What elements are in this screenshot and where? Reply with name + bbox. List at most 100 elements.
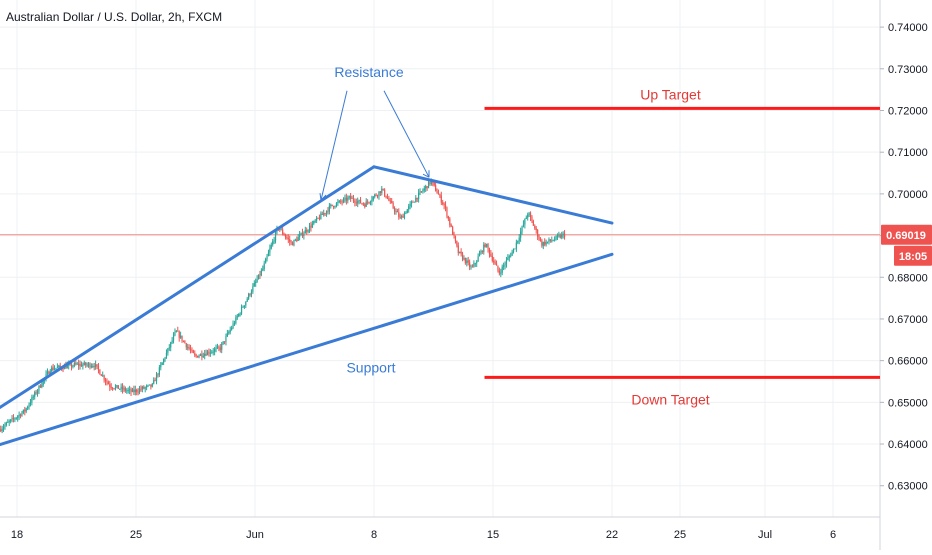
candle-bull xyxy=(365,201,367,207)
candle-bear xyxy=(184,341,186,344)
candle-bull xyxy=(155,374,158,382)
candle-bull xyxy=(90,366,92,368)
candle-bear xyxy=(124,388,126,391)
candle-bear xyxy=(487,244,489,249)
candle-bull xyxy=(239,313,241,315)
candle-bear xyxy=(287,237,289,240)
candle-bull xyxy=(347,197,349,201)
candle-bull xyxy=(323,213,325,215)
candle-bull xyxy=(500,272,502,274)
candle-bull xyxy=(418,192,420,200)
candle-bull xyxy=(401,215,403,218)
candle-bull xyxy=(263,263,265,269)
candle-bear xyxy=(259,274,261,276)
candle-bull xyxy=(198,355,200,358)
candle-bear xyxy=(449,218,451,225)
candle-bear xyxy=(78,363,80,366)
candle-bear xyxy=(392,202,394,208)
resistance-arrow-right xyxy=(383,90,430,178)
candle-bull xyxy=(273,240,275,242)
candle-bull xyxy=(29,402,32,405)
candle-bull xyxy=(518,237,520,241)
candle-bear xyxy=(333,205,335,208)
candle-bull xyxy=(410,201,413,204)
candle-bear xyxy=(205,353,207,356)
candle-bear xyxy=(386,197,389,199)
candle-bull xyxy=(141,386,143,390)
candle-bear xyxy=(154,380,156,382)
candle-bear xyxy=(361,203,363,205)
candle-bull xyxy=(257,274,260,280)
candle-bear xyxy=(39,385,41,388)
candle-bull xyxy=(372,196,374,200)
candle-bull xyxy=(83,362,85,365)
candle-bear xyxy=(382,188,384,190)
candle-bear xyxy=(535,228,537,231)
candle-bull xyxy=(27,407,29,409)
candle-bull xyxy=(430,181,432,185)
candle-bull xyxy=(406,209,408,214)
candle-bear xyxy=(310,225,312,228)
candle-bull xyxy=(163,359,165,363)
x-tick-label: 8 xyxy=(371,529,377,541)
candle-bull xyxy=(240,307,243,314)
candle-bull xyxy=(175,330,177,333)
candle-bull xyxy=(204,353,206,356)
candle-bull xyxy=(14,418,16,420)
candle-bear xyxy=(345,197,347,201)
candle-bull xyxy=(294,239,296,241)
candle-bull xyxy=(168,347,170,349)
candle-bull xyxy=(66,365,68,369)
candle-bear xyxy=(362,203,364,205)
candle-bear xyxy=(194,353,196,356)
candle-bull xyxy=(123,388,125,390)
x-tick-label: 25 xyxy=(674,529,686,541)
candle-bull xyxy=(245,301,247,306)
candle-bull xyxy=(134,389,136,393)
candle-bear xyxy=(62,368,64,370)
candle-bear xyxy=(437,193,440,195)
candle-bear xyxy=(354,200,356,203)
candle-bear xyxy=(290,241,292,243)
candle-bear xyxy=(481,251,483,253)
candle-bear xyxy=(461,253,464,260)
candle-bull xyxy=(10,419,12,422)
candle-bull xyxy=(221,343,223,350)
candle-bear xyxy=(106,381,108,383)
candle-bear xyxy=(188,347,190,349)
candle-bull xyxy=(36,390,39,394)
candle-bull xyxy=(423,188,425,191)
candle-bull xyxy=(477,256,479,262)
candle-bull xyxy=(246,298,248,302)
candle-bear xyxy=(494,262,496,264)
candle-bear xyxy=(318,218,321,220)
candle-bull xyxy=(22,409,24,413)
candle-bull xyxy=(151,383,153,387)
candle-bull xyxy=(171,340,173,343)
candle-bull xyxy=(501,266,503,273)
candle-bear xyxy=(201,353,203,357)
candle-bear xyxy=(367,201,369,203)
candle-bear xyxy=(301,232,304,237)
candle-bull xyxy=(21,412,23,417)
candle-bear xyxy=(35,392,37,394)
candle-bull xyxy=(73,363,75,366)
candle-bull xyxy=(342,198,345,202)
candle-bear xyxy=(65,365,67,369)
candle-bear xyxy=(223,341,226,343)
candle-bull xyxy=(525,217,527,219)
candle-bear xyxy=(498,270,500,274)
candle-bear xyxy=(192,350,194,354)
candle-bull xyxy=(358,199,360,202)
candle-bear xyxy=(80,364,83,367)
candle-bull xyxy=(17,416,19,418)
candle-bear xyxy=(96,364,98,366)
candle-bear xyxy=(306,230,308,232)
chart-title: Australian Dollar / U.S. Dollar, 2h, FXC… xyxy=(6,10,223,24)
candle-bear xyxy=(539,239,542,241)
candle-bear xyxy=(150,384,152,387)
candle-bull xyxy=(32,396,34,398)
candle-bull xyxy=(127,390,129,391)
